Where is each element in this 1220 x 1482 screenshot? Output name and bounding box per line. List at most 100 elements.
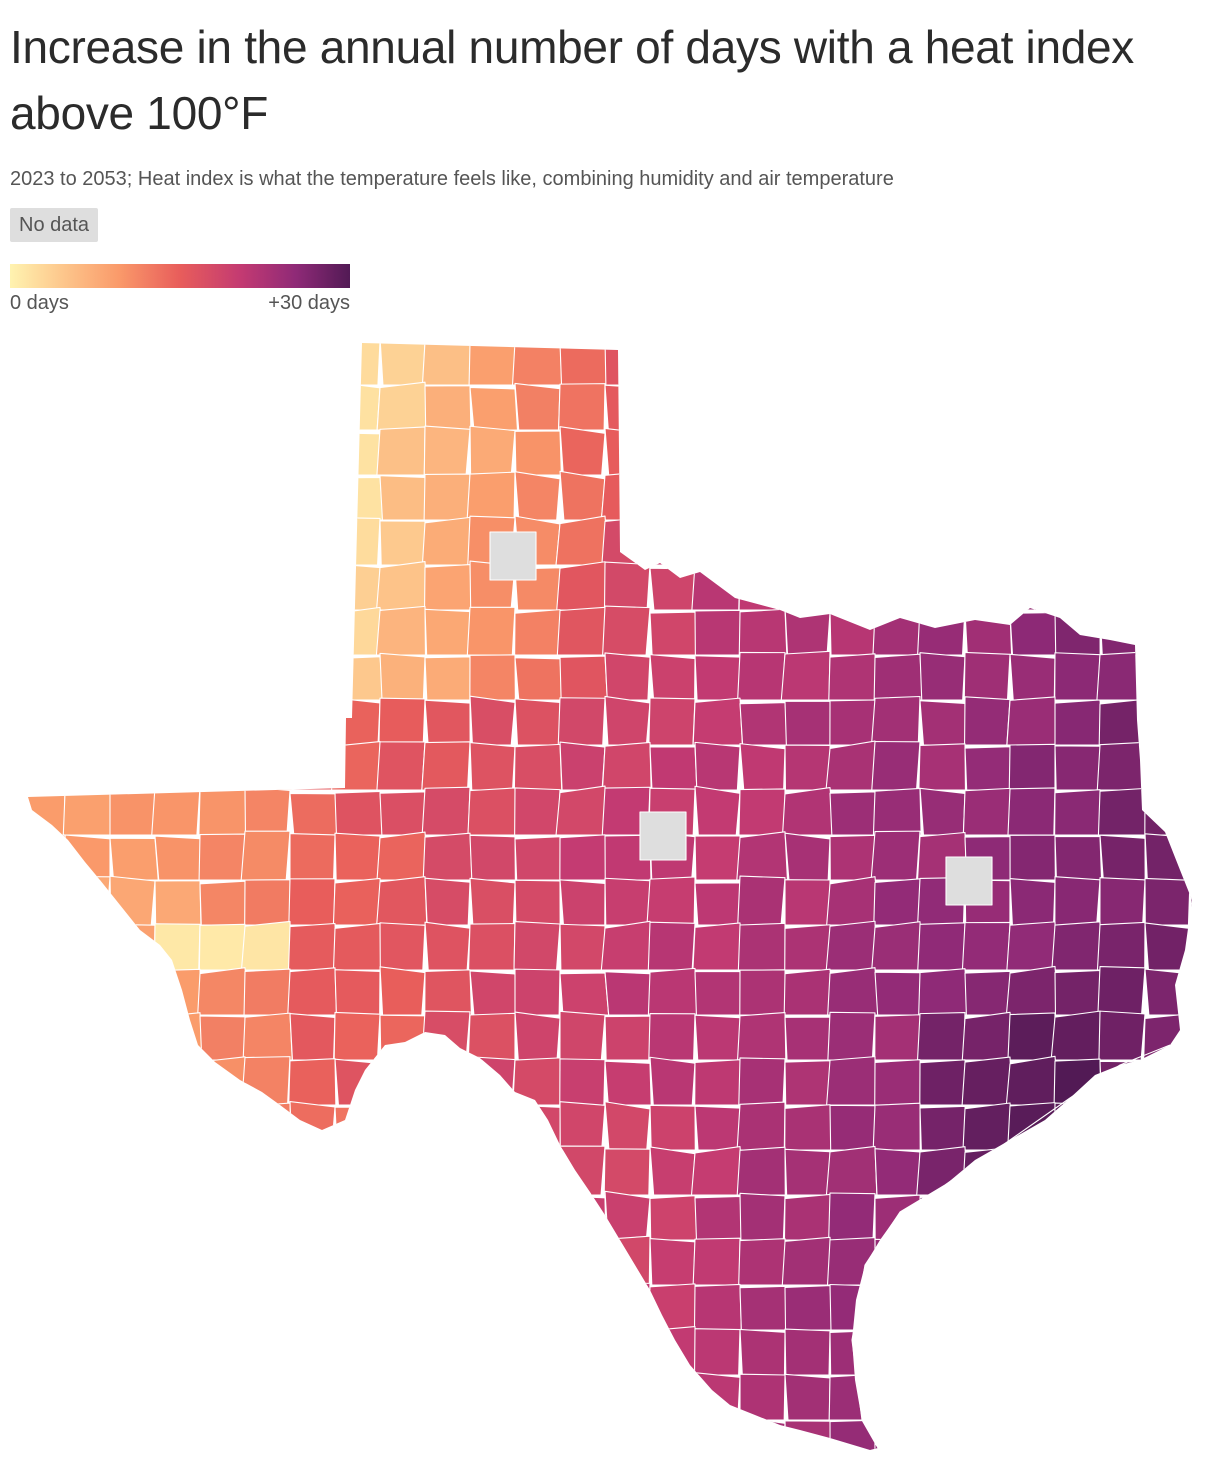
county-shape: [917, 922, 966, 971]
county-shape: [784, 606, 831, 656]
county-shape: [694, 835, 742, 881]
county-shape: [826, 876, 880, 926]
county-shape: [287, 562, 338, 611]
county-shape: [514, 879, 561, 926]
county-shape: [1009, 834, 1056, 881]
county-shape: [1009, 471, 1056, 521]
county-shape: [331, 741, 382, 791]
county-shape: [559, 923, 606, 971]
county-shape: [469, 425, 516, 476]
county-shape: [739, 517, 786, 566]
county-shape: [334, 1106, 383, 1151]
county-shape: [1144, 697, 1191, 746]
county-shape: [874, 386, 924, 431]
county-shape: [1054, 745, 1102, 791]
county-shape: [604, 652, 651, 701]
county-shape: [513, 743, 563, 791]
county-shape: [781, 516, 835, 566]
county-shape: [1099, 561, 1146, 611]
county-shape: [289, 741, 336, 791]
county-shape: [784, 879, 831, 926]
county-shape: [961, 921, 1011, 971]
county-shape: [332, 922, 384, 971]
county-shape: [62, 967, 111, 1016]
county-shape: [422, 1057, 473, 1106]
county-shape: [870, 515, 921, 566]
county-shape: [1144, 1329, 1192, 1376]
county-shape: [919, 652, 966, 701]
county-shape: [604, 1418, 651, 1450]
county-shape: [153, 343, 204, 386]
county-shape: [870, 830, 921, 881]
county-shape: [28, 698, 66, 746]
county-shape: [559, 1236, 606, 1286]
county-shape: [872, 1282, 923, 1331]
county-shape: [738, 608, 788, 656]
county-shape: [109, 789, 159, 836]
county-shape: [872, 1372, 921, 1421]
county-shape: [604, 1374, 654, 1421]
county-shape: [466, 606, 516, 656]
county-shape: [109, 1330, 157, 1376]
county-shape: [241, 1281, 295, 1331]
county-shape: [1009, 1376, 1059, 1421]
county-shape: [739, 743, 786, 791]
county-shape: [1007, 787, 1056, 836]
county-shape: [874, 1238, 921, 1286]
county-shape: [199, 609, 246, 656]
county-shape: [289, 1101, 336, 1151]
county-shape: [603, 1148, 651, 1196]
county-shape: [424, 1104, 471, 1151]
county-shape: [829, 427, 876, 476]
county-shape: [556, 561, 609, 611]
county-shape: [649, 1195, 700, 1241]
county-shape: [424, 656, 474, 701]
county-shape: [961, 1281, 1011, 1331]
county-shape: [424, 1239, 471, 1286]
county-shape: [1186, 1191, 1192, 1241]
county-shape: [244, 655, 293, 701]
county-shape: [739, 1285, 789, 1331]
county-shape: [28, 1059, 69, 1106]
county-shape: [1189, 1422, 1192, 1450]
county-shape: [1050, 1010, 1103, 1061]
county-shape: [649, 1237, 696, 1286]
county-shape: [289, 832, 336, 881]
county-shape: [649, 1056, 696, 1106]
county-shape: [825, 920, 877, 971]
county-shape: [1007, 1102, 1057, 1151]
county-shape: [1009, 1238, 1056, 1286]
county-shape: [289, 1370, 336, 1421]
county-shape: [964, 611, 1013, 656]
county-shape: [646, 876, 696, 926]
county-shape: [376, 831, 429, 881]
county-shape: [154, 1331, 205, 1376]
county-shape: [694, 970, 743, 1016]
county-shape: [28, 428, 70, 476]
county-shape: [109, 923, 156, 971]
county-shape: [738, 788, 786, 836]
county-shape: [649, 519, 696, 566]
county-shape: [379, 1416, 426, 1450]
county-shape: [1051, 561, 1101, 611]
county-shape: [62, 1237, 114, 1286]
county-shape: [288, 878, 336, 926]
county-shape: [600, 1235, 651, 1286]
county-shape: [1187, 607, 1192, 656]
county-shape: [693, 1283, 742, 1331]
county-shape: [739, 473, 786, 521]
county-shape: [333, 1011, 381, 1061]
county-shape: [1051, 921, 1101, 971]
county-shape: [199, 343, 248, 386]
county-shape: [1099, 609, 1146, 656]
county-shape: [28, 785, 66, 836]
county-shape: [1054, 1374, 1102, 1421]
county-shape: [514, 1282, 561, 1331]
county-shape: [196, 1056, 248, 1106]
county-shape: [241, 343, 295, 386]
county-shape: [60, 605, 111, 656]
county-shape: [28, 385, 67, 431]
county-shape: [737, 875, 786, 926]
county-shape: [1144, 1241, 1192, 1286]
county-shape: [1186, 696, 1192, 746]
